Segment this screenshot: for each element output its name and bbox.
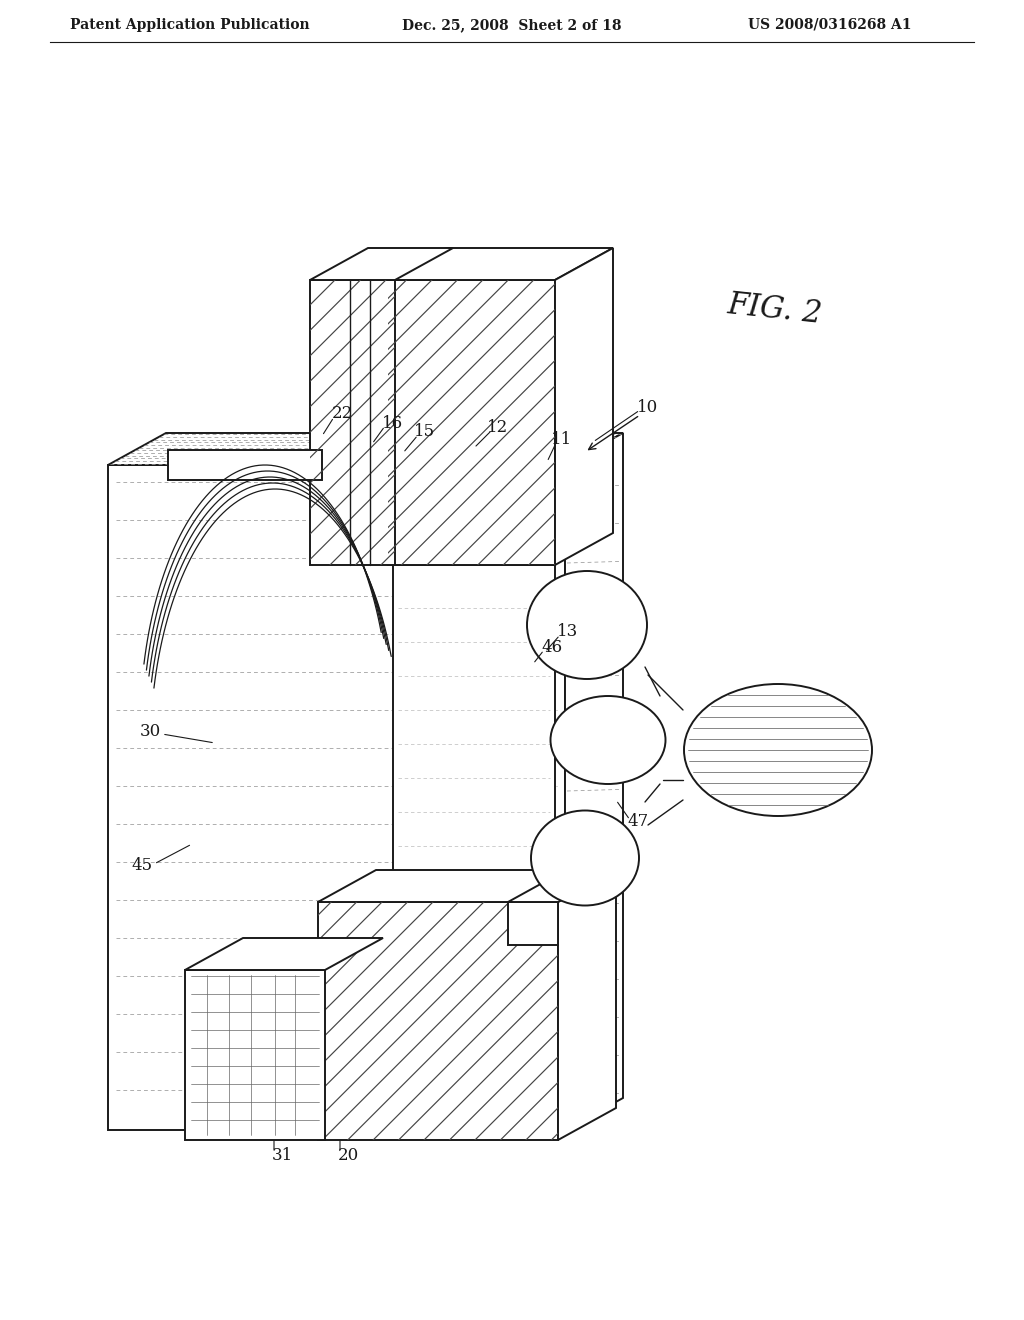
Text: US 2008/0316268 A1: US 2008/0316268 A1 (749, 18, 911, 32)
Polygon shape (310, 248, 453, 280)
Ellipse shape (531, 810, 639, 906)
Text: Patent Application Publication: Patent Application Publication (71, 18, 310, 32)
Text: 22: 22 (332, 405, 352, 422)
Polygon shape (108, 433, 623, 465)
Text: 45: 45 (131, 857, 153, 874)
Text: 30: 30 (139, 723, 161, 741)
Polygon shape (555, 248, 613, 565)
Text: 10: 10 (637, 400, 658, 417)
Text: 31: 31 (271, 1147, 293, 1163)
Polygon shape (185, 970, 325, 1140)
Text: FIG. 2: FIG. 2 (726, 289, 824, 330)
Polygon shape (310, 280, 395, 565)
Polygon shape (393, 565, 555, 902)
Text: 13: 13 (557, 623, 579, 640)
Polygon shape (508, 870, 616, 902)
Text: 46: 46 (542, 639, 562, 656)
Polygon shape (318, 870, 616, 902)
Text: 12: 12 (487, 418, 509, 436)
Ellipse shape (551, 696, 666, 784)
Polygon shape (558, 870, 616, 1140)
Ellipse shape (684, 684, 872, 816)
Polygon shape (508, 902, 558, 945)
Polygon shape (168, 450, 322, 480)
Ellipse shape (527, 572, 647, 678)
Text: 20: 20 (337, 1147, 358, 1163)
Text: 15: 15 (415, 424, 435, 441)
Polygon shape (318, 902, 558, 1140)
Polygon shape (388, 280, 555, 565)
Polygon shape (565, 433, 623, 1130)
Text: 16: 16 (382, 414, 403, 432)
Polygon shape (388, 248, 613, 280)
Text: 11: 11 (551, 432, 572, 449)
Text: Dec. 25, 2008  Sheet 2 of 18: Dec. 25, 2008 Sheet 2 of 18 (402, 18, 622, 32)
Polygon shape (108, 465, 565, 1130)
Text: 47: 47 (628, 813, 648, 830)
Polygon shape (185, 939, 383, 970)
